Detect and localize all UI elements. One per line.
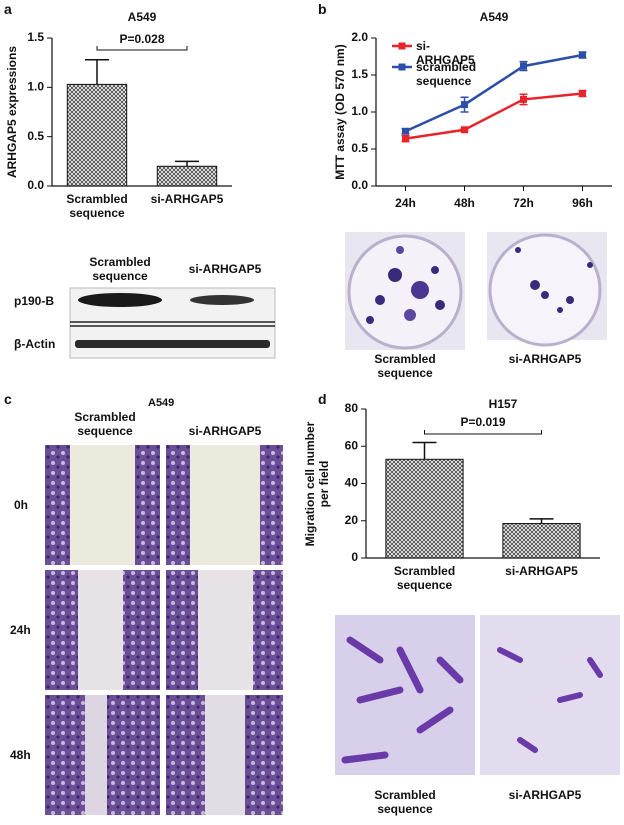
image-caption: si-ARHGAP5 <box>508 352 582 366</box>
blot-row: β-Actin <box>14 337 56 351</box>
error-bar <box>412 441 437 460</box>
marker <box>579 51 586 59</box>
legend-marker <box>398 42 406 50</box>
x-tick-label: 96h <box>572 196 593 210</box>
image-row: 0h <box>14 498 29 512</box>
y-tick-label: 0 <box>351 550 358 564</box>
y-tick-label: 0.0 <box>351 178 368 192</box>
y-tick-label: 80 <box>345 401 359 415</box>
significance-bracket <box>96 46 188 51</box>
x-tick-label: 72h <box>513 196 534 210</box>
x-tick-label: Scrambled sequence <box>393 564 456 592</box>
series-line <box>404 53 583 133</box>
panel-label: b <box>318 1 327 17</box>
marker <box>402 135 409 143</box>
chart-title: A549 <box>128 10 157 24</box>
bar <box>66 83 128 187</box>
image-row: 48h <box>10 748 31 762</box>
y-axis-label: MTT assay (OD 570 nm) <box>333 44 347 180</box>
image-column: Scrambled sequence <box>74 410 136 438</box>
marker <box>461 101 468 109</box>
panel-title: A549 <box>148 397 175 409</box>
y-tick-label: 0.5 <box>27 129 44 143</box>
error-bar <box>175 160 199 167</box>
y-tick-label: 0.5 <box>351 141 368 155</box>
panel-label: d <box>318 391 327 407</box>
blot-column: si-ARHGAP5 <box>188 262 262 276</box>
y-tick-label: 0.0 <box>27 178 44 192</box>
marker <box>520 62 527 70</box>
bar <box>385 458 464 559</box>
y-tick-label: 1.0 <box>27 80 44 94</box>
image-caption: Scrambled sequence <box>374 788 436 816</box>
bar <box>502 523 581 559</box>
legend-marker <box>398 63 406 71</box>
x-tick-label: si-ARHGAP5 <box>150 192 224 206</box>
western-blot <box>69 287 276 359</box>
wound-images <box>45 445 283 815</box>
chart-title: A549 <box>480 10 509 24</box>
significance-bracket <box>424 430 542 435</box>
annotation: P=0.019 <box>460 415 505 429</box>
y-axis-label: Migration cell number per field <box>303 421 331 547</box>
image-column: si-ARHGAP5 <box>188 424 262 438</box>
legend-label: si-ARHGAP5 <box>416 39 475 67</box>
legend-label: scrambled sequence <box>416 60 477 88</box>
y-tick-label: 1.5 <box>27 30 44 44</box>
y-tick-label: 40 <box>345 476 359 490</box>
blot-column: Scrambled sequence <box>89 255 151 283</box>
image-row: 24h <box>10 623 31 637</box>
marker <box>402 127 409 135</box>
blot-row: p190-B <box>14 294 55 308</box>
y-axis-label: ARHGAP5 expressions <box>5 45 19 179</box>
y-tick-label: 1.0 <box>351 104 368 118</box>
marker <box>461 126 468 134</box>
chart-title: H157 <box>489 397 518 411</box>
x-tick-label: Scrambled sequence <box>66 192 128 220</box>
colony-images <box>345 232 607 350</box>
bar <box>156 165 218 187</box>
panel-label: a <box>4 1 12 17</box>
image-caption: si-ARHGAP5 <box>508 788 582 802</box>
error-bar <box>529 518 554 524</box>
panel-label: c <box>4 391 12 407</box>
error-bar <box>85 58 109 85</box>
x-tick-label: 48h <box>454 196 475 210</box>
y-tick-label: 60 <box>345 438 359 452</box>
x-tick-label: si-ARHGAP5 <box>505 564 578 578</box>
marker <box>579 90 586 97</box>
y-tick-label: 2.0 <box>351 30 368 44</box>
y-tick-label: 1.5 <box>351 67 368 81</box>
series-line <box>405 92 583 140</box>
migration-images <box>335 615 620 775</box>
annotation: P=0.028 <box>119 32 164 46</box>
y-tick-label: 20 <box>345 513 359 527</box>
marker <box>520 95 527 103</box>
x-tick-label: 24h <box>395 196 416 210</box>
image-caption: Scrambled sequence <box>374 352 436 380</box>
